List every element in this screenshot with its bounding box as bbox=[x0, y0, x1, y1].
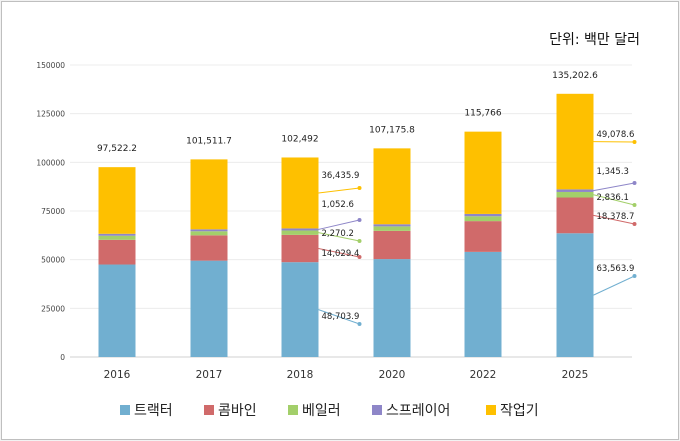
x-tick-label: 2018 bbox=[287, 369, 314, 381]
x-tick-label: 2022 bbox=[470, 369, 497, 381]
callout-leader bbox=[593, 182, 635, 192]
bar-segment bbox=[190, 159, 228, 230]
callout-dot bbox=[357, 255, 362, 259]
bar-segment bbox=[464, 251, 502, 357]
callout-dot bbox=[632, 140, 637, 144]
x-tick-label: 2020 bbox=[379, 369, 406, 381]
bar-segment bbox=[556, 197, 594, 234]
x-tick-label: 2025 bbox=[562, 369, 589, 381]
callout-leader bbox=[593, 194, 635, 206]
legend-swatch bbox=[288, 405, 298, 415]
callout-label: 63,563.9 bbox=[597, 264, 635, 274]
bar-segment bbox=[556, 93, 594, 190]
bar-segment bbox=[373, 230, 411, 260]
callout-label: 48,703.9 bbox=[322, 312, 360, 322]
callout-leader bbox=[318, 219, 360, 230]
bar-segment bbox=[190, 229, 228, 232]
bar-segment bbox=[373, 226, 411, 231]
unit-label: 단위: 백만 달러 bbox=[549, 32, 640, 48]
bar-segment bbox=[98, 233, 136, 236]
total-data-label: 107,175.8 bbox=[369, 125, 415, 135]
legend-swatch bbox=[120, 405, 130, 415]
bar-segment bbox=[98, 239, 136, 265]
legend-swatch bbox=[204, 405, 214, 415]
bar-segment bbox=[281, 262, 319, 357]
y-tick-label: 100000 bbox=[36, 158, 65, 167]
bar-segment bbox=[464, 221, 502, 252]
callout-dot bbox=[632, 222, 637, 226]
legend-label: 스프레이어 bbox=[386, 403, 450, 419]
bar-segment bbox=[281, 230, 319, 235]
legend-label: 트랙터 bbox=[134, 403, 173, 419]
callout-label: 14,029.4 bbox=[322, 249, 360, 259]
bar-segment bbox=[373, 259, 411, 357]
bar-segment bbox=[281, 228, 319, 231]
x-tick-label: 2017 bbox=[196, 369, 223, 381]
total-data-label: 102,492 bbox=[281, 134, 318, 144]
bar-segment bbox=[556, 189, 594, 192]
bar-segment bbox=[556, 191, 594, 198]
callout-label: 2,270.2 bbox=[322, 229, 354, 239]
bar-segment bbox=[373, 148, 411, 225]
total-data-label: 97,522.2 bbox=[97, 144, 137, 154]
y-tick-label: 0 bbox=[60, 353, 65, 362]
y-tick-label: 25000 bbox=[41, 304, 65, 313]
callout-label: 1,345.3 bbox=[597, 167, 629, 177]
y-tick-label: 50000 bbox=[41, 256, 65, 265]
callout-dot bbox=[357, 186, 362, 190]
callout-leader bbox=[318, 232, 360, 242]
y-tick-label: 150000 bbox=[36, 61, 65, 70]
bar-segment bbox=[556, 233, 594, 357]
callout-leader bbox=[318, 309, 360, 325]
bar-segment bbox=[190, 235, 228, 261]
y-tick-label: 125000 bbox=[36, 110, 65, 119]
bar-segment bbox=[281, 234, 319, 263]
bar-segment bbox=[190, 231, 228, 236]
callout-label: 18,378.7 bbox=[597, 212, 635, 222]
callout-dot bbox=[632, 203, 637, 207]
callout-dot bbox=[632, 274, 637, 278]
bar-segment bbox=[98, 235, 136, 240]
callout-label: 49,078.6 bbox=[597, 130, 635, 140]
callout-leader bbox=[318, 248, 360, 258]
legend-label: 콤바인 bbox=[218, 403, 257, 419]
legend-label: 작업기 bbox=[500, 403, 539, 419]
bar-segment bbox=[464, 131, 502, 214]
callout-label: 36,435.9 bbox=[322, 171, 360, 181]
bar-segment bbox=[281, 157, 319, 229]
bar-segment bbox=[373, 224, 411, 227]
bar-segment bbox=[464, 213, 502, 217]
callout-dot bbox=[357, 218, 362, 222]
callout-leader bbox=[593, 214, 635, 225]
callout-leader bbox=[593, 275, 635, 296]
callout-label: 1,052.6 bbox=[322, 200, 354, 210]
callout-dot bbox=[357, 239, 362, 243]
callout-leader bbox=[318, 187, 360, 194]
legend-swatch bbox=[372, 405, 382, 415]
callout-label: 2,836.1 bbox=[597, 193, 629, 203]
callout-dot bbox=[357, 322, 362, 326]
x-tick-label: 2016 bbox=[104, 369, 131, 381]
legend-swatch bbox=[486, 405, 496, 415]
callout-dot bbox=[632, 181, 637, 185]
bar-segment bbox=[190, 260, 228, 357]
bar-segment bbox=[98, 264, 136, 357]
total-data-label: 101,511.7 bbox=[186, 136, 232, 146]
total-data-label: 135,202.6 bbox=[552, 71, 598, 81]
legend-label: 베일러 bbox=[302, 403, 341, 419]
total-data-label: 115,766 bbox=[464, 109, 501, 119]
y-tick-label: 75000 bbox=[41, 207, 65, 216]
bar-segment bbox=[98, 167, 136, 234]
bar-segment bbox=[464, 216, 502, 222]
